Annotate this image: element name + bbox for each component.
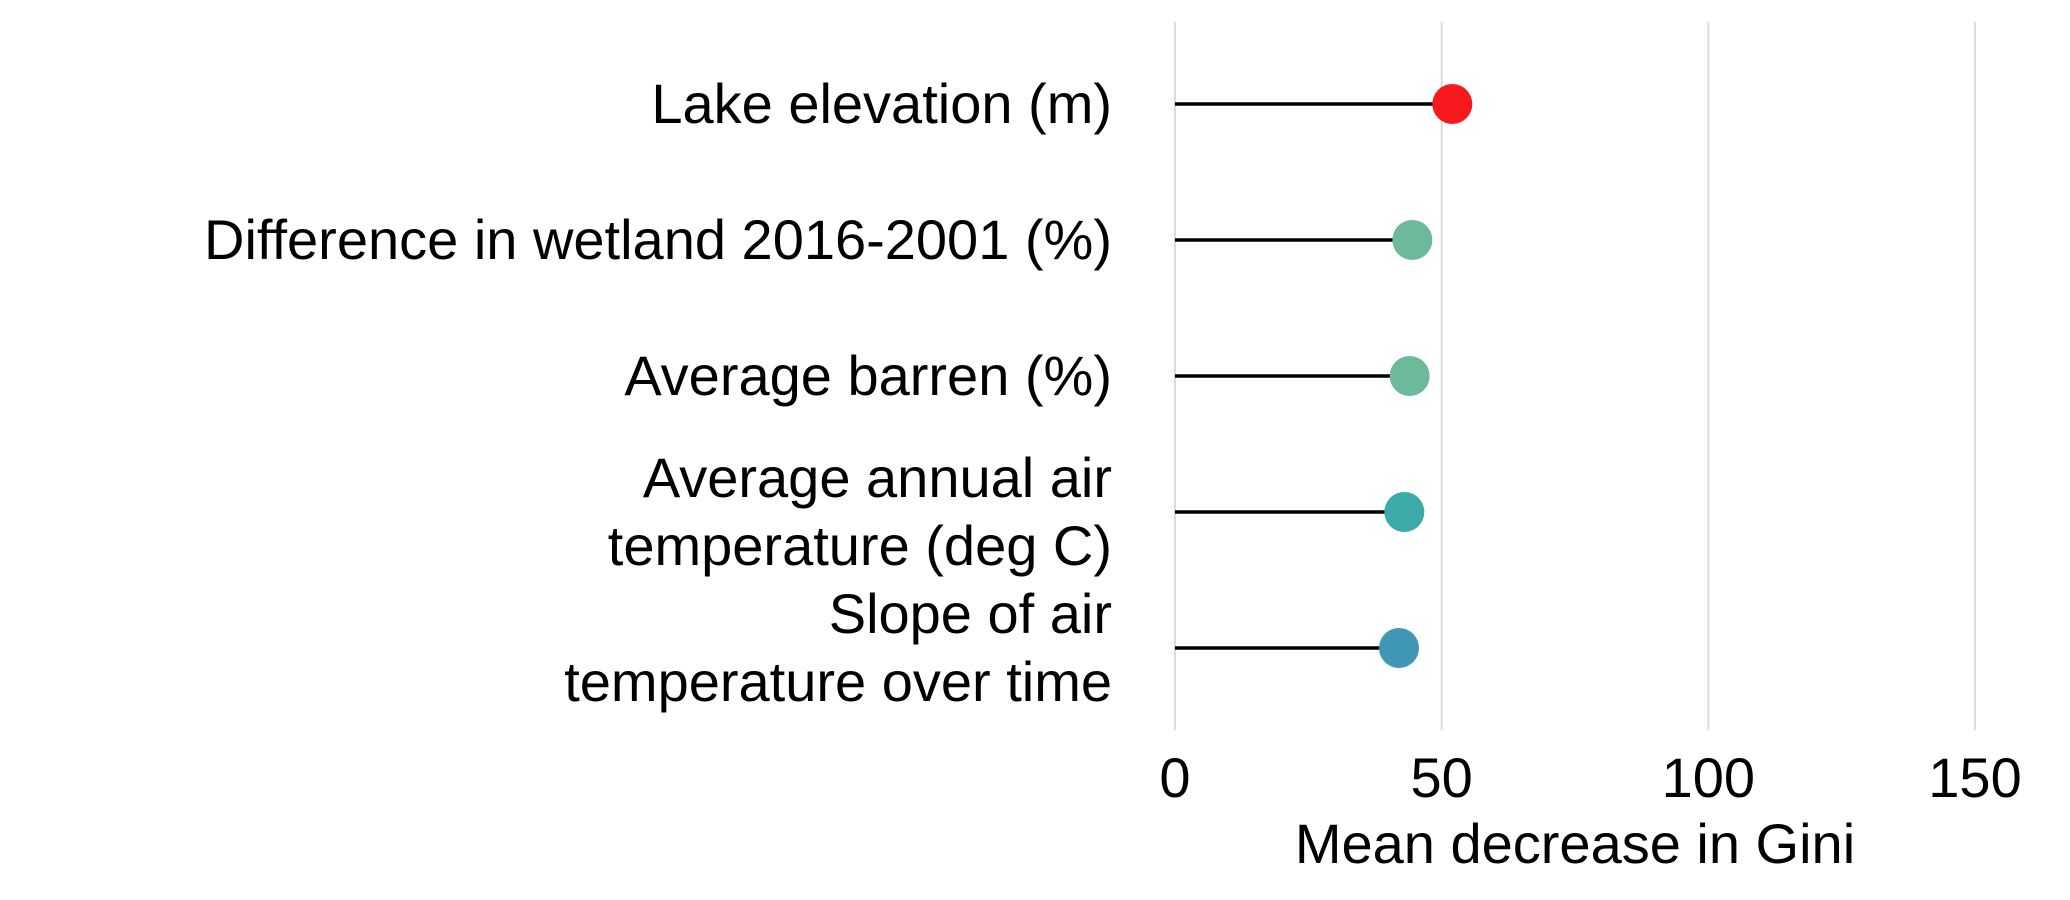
x-tick-labels: 0 50 100 150 bbox=[1159, 746, 2021, 809]
dot-2 bbox=[1389, 356, 1430, 396]
category-label-line: Slope of air bbox=[829, 582, 1112, 645]
category-label-line: Average annual air bbox=[643, 446, 1112, 509]
dot-0 bbox=[1432, 84, 1473, 124]
category-label-line: temperature (deg C) bbox=[608, 514, 1112, 577]
category-label-line: Lake elevation (m) bbox=[651, 72, 1112, 135]
dot-3 bbox=[1384, 492, 1425, 532]
category-label-3: Average annual air temperature (deg C) bbox=[608, 446, 1112, 577]
x-axis-title: Mean decrease in Gini bbox=[1295, 812, 1855, 875]
x-tick-label-50: 50 bbox=[1411, 746, 1473, 809]
dot-1 bbox=[1392, 220, 1433, 260]
lollipop-stems bbox=[1175, 102, 1453, 650]
category-label-line: Average barren (%) bbox=[624, 344, 1112, 407]
x-tick-label-150: 150 bbox=[1928, 746, 2021, 809]
category-label-2: Average barren (%) bbox=[624, 344, 1112, 407]
dot-4 bbox=[1379, 628, 1419, 668]
category-label-line: temperature over time bbox=[564, 650, 1112, 713]
x-tick-label-100: 100 bbox=[1662, 746, 1755, 809]
category-label-line: Difference in wetland 2016-2001 (%) bbox=[204, 208, 1112, 271]
category-label-1: Difference in wetland 2016-2001 (%) bbox=[204, 208, 1112, 271]
category-label-0: Lake elevation (m) bbox=[651, 72, 1112, 135]
lollipop-dots bbox=[1379, 84, 1473, 668]
category-label-4: Slope of air temperature over time bbox=[564, 582, 1112, 713]
x-tick-label-0: 0 bbox=[1159, 746, 1190, 809]
category-labels: Lake elevation (m) Difference in wetland … bbox=[204, 72, 1112, 713]
